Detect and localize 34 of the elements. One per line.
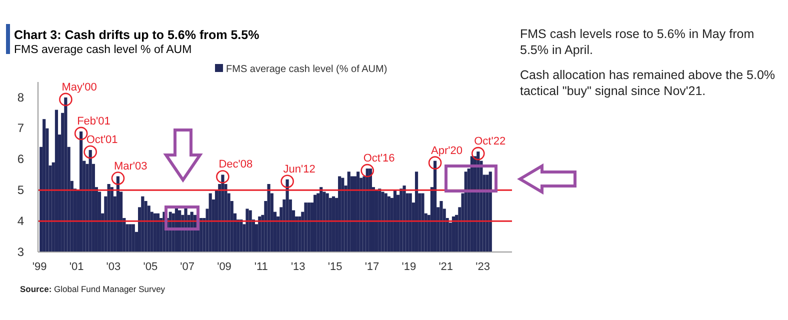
x-tick-label: '07	[180, 260, 194, 273]
y-tick-label: 7	[17, 121, 24, 136]
y-tick-label: 5	[17, 183, 24, 198]
x-tick-label: '01	[69, 260, 84, 273]
x-tick-label: '13	[290, 260, 306, 273]
chart-subtitle: FMS average cash level % of AUM	[14, 44, 192, 56]
annotation: Oct'16	[363, 152, 395, 165]
annotation: Jun'12	[283, 163, 316, 176]
x-tick-label: '21	[438, 260, 454, 273]
y-tick-label: 4	[17, 214, 24, 228]
y-tick-label: 8	[17, 90, 24, 104]
x-tick-label: '11	[254, 260, 268, 273]
annotation: Mar'03	[114, 160, 148, 172]
y-tick-label: 6	[17, 152, 24, 166]
annotation: Oct'22	[474, 136, 506, 148]
annotation: May'00	[62, 81, 97, 94]
source-note: Source: Global Fund Manager Survey	[20, 284, 166, 294]
annotation: Oct'01	[86, 134, 118, 146]
x-tick-label: '99	[32, 260, 47, 273]
chart-title: Chart 3: Cash drifts up to 5.6% from 5.5%	[14, 28, 260, 42]
x-tick-label: '05	[143, 260, 158, 273]
x-tick-label: '15	[328, 260, 342, 273]
legend-label: FMS average cash level (% of AUM)	[226, 64, 388, 75]
x-tick-label: '19	[402, 260, 416, 273]
x-tick-label: '09	[217, 260, 232, 273]
y-tick-label: 3	[17, 244, 24, 259]
text: Cash allocation has remained above the 5.0% tactical "buy" signal since Nov'21.	[520, 68, 776, 98]
x-tick-label: '03	[106, 260, 121, 273]
text: FMS cash levels rose to 5.6% in May from 5.5% in April.	[520, 27, 754, 57]
annotation: Apr'20	[431, 144, 462, 157]
x-tick-label: '23	[476, 260, 490, 273]
annotation: Dec'08	[218, 158, 253, 171]
x-tick-label: '17	[364, 260, 380, 273]
annotation: Feb'01	[77, 115, 110, 128]
